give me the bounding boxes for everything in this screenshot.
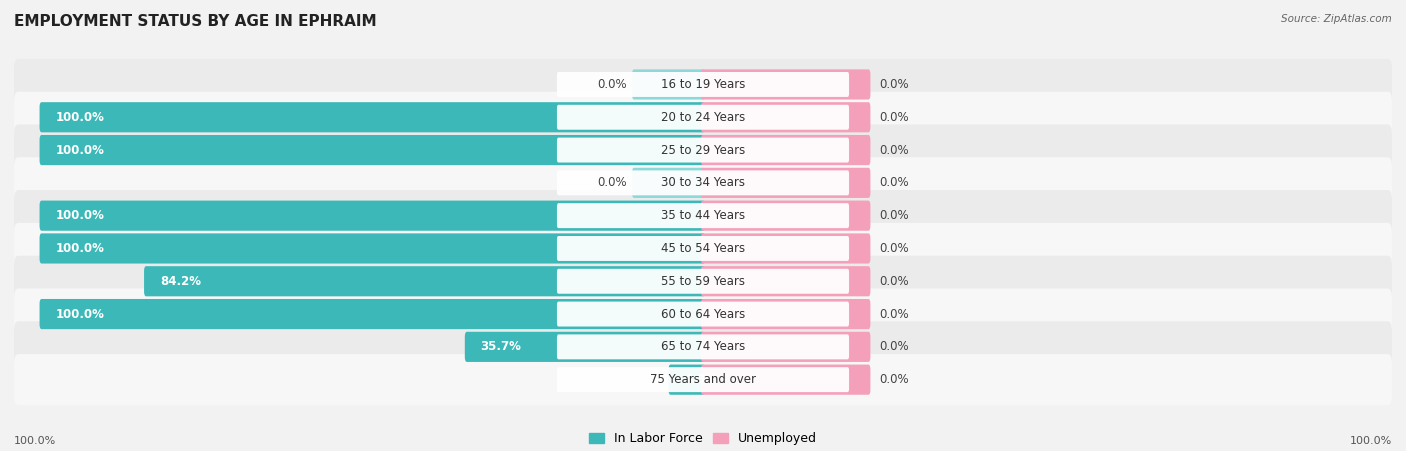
Text: 35 to 44 Years: 35 to 44 Years: [661, 209, 745, 222]
FancyBboxPatch shape: [14, 354, 1392, 405]
Text: 100.0%: 100.0%: [1350, 437, 1392, 446]
FancyBboxPatch shape: [702, 201, 870, 231]
FancyBboxPatch shape: [557, 236, 849, 261]
FancyBboxPatch shape: [14, 190, 1392, 241]
FancyBboxPatch shape: [668, 364, 704, 395]
Text: 100.0%: 100.0%: [55, 308, 104, 321]
Text: 55 to 59 Years: 55 to 59 Years: [661, 275, 745, 288]
FancyBboxPatch shape: [702, 364, 870, 395]
FancyBboxPatch shape: [465, 332, 704, 362]
FancyBboxPatch shape: [557, 203, 849, 228]
FancyBboxPatch shape: [557, 72, 849, 97]
Text: 100.0%: 100.0%: [55, 111, 104, 124]
Text: 100.0%: 100.0%: [55, 209, 104, 222]
FancyBboxPatch shape: [14, 124, 1392, 175]
Legend: In Labor Force, Unemployed: In Labor Force, Unemployed: [583, 427, 823, 450]
Text: 65 to 74 Years: 65 to 74 Years: [661, 341, 745, 354]
FancyBboxPatch shape: [14, 92, 1392, 143]
Text: 75 Years and over: 75 Years and over: [650, 373, 756, 386]
FancyBboxPatch shape: [39, 135, 704, 165]
Text: 20 to 24 Years: 20 to 24 Years: [661, 111, 745, 124]
FancyBboxPatch shape: [557, 334, 849, 359]
FancyBboxPatch shape: [39, 299, 704, 329]
FancyBboxPatch shape: [702, 233, 870, 263]
Text: 100.0%: 100.0%: [55, 242, 104, 255]
FancyBboxPatch shape: [557, 367, 849, 392]
Text: 0.0%: 0.0%: [879, 275, 910, 288]
Text: 0.0%: 0.0%: [598, 176, 627, 189]
Text: 30 to 34 Years: 30 to 34 Years: [661, 176, 745, 189]
Text: 25 to 29 Years: 25 to 29 Years: [661, 143, 745, 156]
Text: 0.0%: 0.0%: [879, 209, 910, 222]
FancyBboxPatch shape: [702, 168, 870, 198]
FancyBboxPatch shape: [14, 59, 1392, 110]
FancyBboxPatch shape: [557, 170, 849, 195]
Text: EMPLOYMENT STATUS BY AGE IN EPHRAIM: EMPLOYMENT STATUS BY AGE IN EPHRAIM: [14, 14, 377, 28]
Text: 0.0%: 0.0%: [598, 78, 627, 91]
Text: 4.9%: 4.9%: [685, 373, 717, 386]
FancyBboxPatch shape: [143, 266, 704, 296]
Text: 100.0%: 100.0%: [55, 143, 104, 156]
FancyBboxPatch shape: [557, 302, 849, 327]
Text: 100.0%: 100.0%: [14, 437, 56, 446]
FancyBboxPatch shape: [557, 105, 849, 130]
FancyBboxPatch shape: [39, 102, 704, 132]
Text: 0.0%: 0.0%: [879, 242, 910, 255]
Text: 35.7%: 35.7%: [481, 341, 522, 354]
FancyBboxPatch shape: [702, 266, 870, 296]
Text: 0.0%: 0.0%: [879, 143, 910, 156]
Text: 0.0%: 0.0%: [879, 341, 910, 354]
FancyBboxPatch shape: [633, 168, 704, 198]
FancyBboxPatch shape: [14, 223, 1392, 274]
Text: 0.0%: 0.0%: [879, 176, 910, 189]
FancyBboxPatch shape: [557, 138, 849, 162]
FancyBboxPatch shape: [633, 69, 704, 100]
FancyBboxPatch shape: [702, 332, 870, 362]
FancyBboxPatch shape: [557, 269, 849, 294]
FancyBboxPatch shape: [14, 321, 1392, 373]
Text: 0.0%: 0.0%: [879, 78, 910, 91]
Text: 84.2%: 84.2%: [160, 275, 201, 288]
Text: Source: ZipAtlas.com: Source: ZipAtlas.com: [1281, 14, 1392, 23]
Text: 45 to 54 Years: 45 to 54 Years: [661, 242, 745, 255]
FancyBboxPatch shape: [702, 299, 870, 329]
FancyBboxPatch shape: [14, 256, 1392, 307]
FancyBboxPatch shape: [39, 201, 704, 231]
Text: 0.0%: 0.0%: [879, 308, 910, 321]
Text: 16 to 19 Years: 16 to 19 Years: [661, 78, 745, 91]
FancyBboxPatch shape: [14, 157, 1392, 208]
Text: 0.0%: 0.0%: [879, 111, 910, 124]
FancyBboxPatch shape: [702, 135, 870, 165]
Text: 60 to 64 Years: 60 to 64 Years: [661, 308, 745, 321]
FancyBboxPatch shape: [14, 289, 1392, 340]
FancyBboxPatch shape: [39, 233, 704, 263]
FancyBboxPatch shape: [702, 69, 870, 100]
FancyBboxPatch shape: [702, 102, 870, 132]
Text: 0.0%: 0.0%: [879, 373, 910, 386]
